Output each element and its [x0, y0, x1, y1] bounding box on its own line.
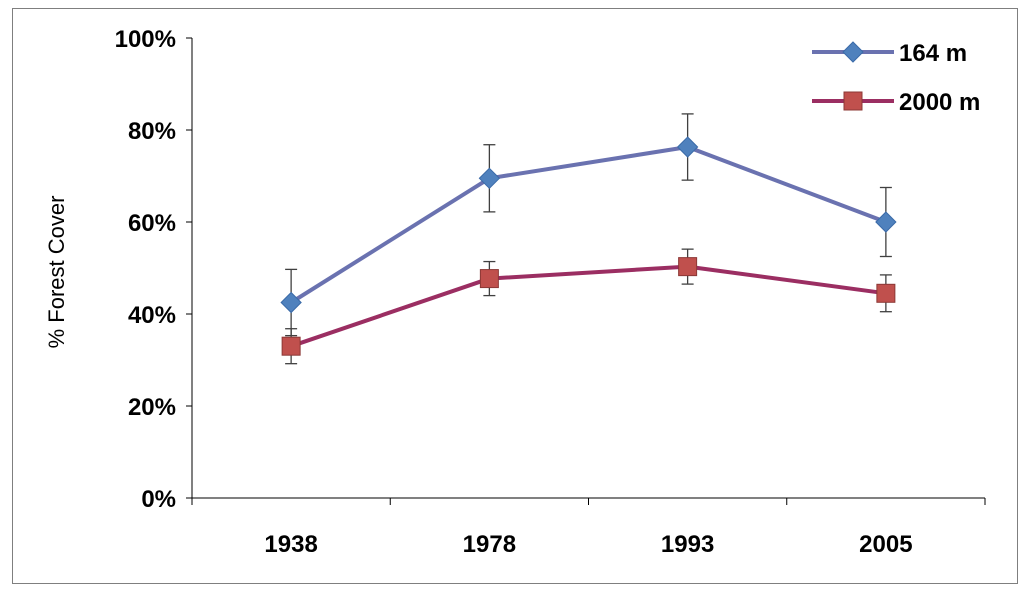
y-tick-label: 20% — [128, 394, 176, 421]
legend-item-1: 164 m — [812, 40, 967, 67]
legend-marker — [842, 41, 864, 63]
data-point — [876, 283, 896, 303]
y-tick-label: 80% — [128, 118, 176, 145]
legend-label: 164 m — [899, 40, 967, 67]
data-point — [478, 167, 501, 190]
axes — [191, 38, 985, 499]
series-line — [290, 264, 887, 349]
y-tick-label: 0% — [141, 486, 176, 513]
y-tick-label: 100% — [115, 26, 176, 53]
y-tick-label: 60% — [128, 210, 176, 237]
legend-label: 2000 m — [899, 89, 980, 116]
x-tick-label: 1993 — [661, 531, 714, 558]
data-point — [678, 257, 698, 277]
y-axis-ticks: 0% 20% 40% 60% 80% 100% — [115, 26, 192, 513]
series-1 — [280, 113, 897, 337]
legend-item-2: 2000 m — [812, 89, 980, 116]
series-line — [290, 145, 887, 305]
x-tick-label: 2005 — [859, 531, 912, 558]
x-axis-ticks: 1938 1978 1993 2005 — [191, 498, 986, 558]
x-tick-label: 1978 — [463, 531, 516, 558]
data-point — [280, 291, 302, 314]
legend-marker — [843, 91, 863, 111]
x-tick-label: 1938 — [264, 531, 317, 558]
data-point — [479, 269, 499, 289]
series-layer — [280, 113, 897, 365]
data-point — [281, 336, 301, 356]
series-2 — [281, 248, 896, 365]
legend: 164 m 2000 m — [812, 40, 980, 116]
y-axis-title: % Forest Cover — [44, 196, 69, 349]
y-tick-label: 40% — [128, 302, 176, 329]
data-point — [875, 211, 897, 233]
data-point — [676, 136, 699, 158]
